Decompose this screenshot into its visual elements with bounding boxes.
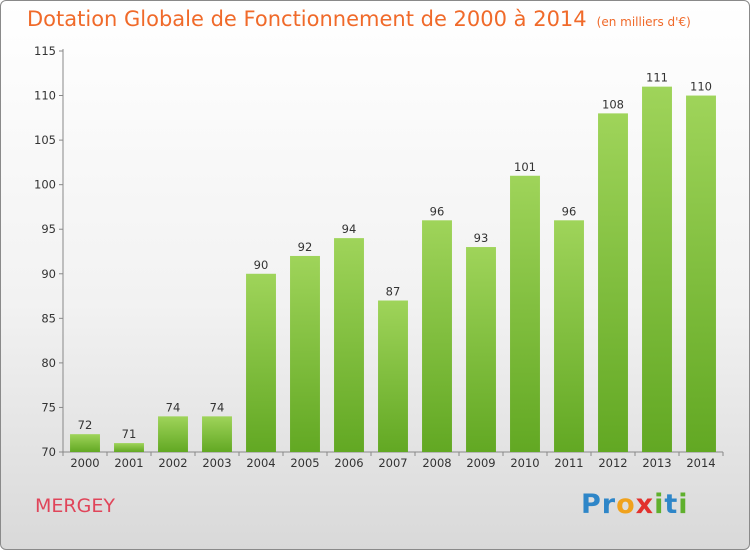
chart-labels: 2000 72 2001 71 2002 74 2003 74 2004 90 2005 92 2006… bbox=[70, 71, 715, 470]
bar bbox=[114, 443, 144, 452]
chart-title-text: Dotation Globale de Fonctionnement de 20… bbox=[27, 7, 587, 31]
x-tick-label: 2001 bbox=[114, 456, 143, 470]
data-label: 93 bbox=[474, 231, 489, 245]
data-label: 96 bbox=[430, 204, 445, 218]
chart-subtitle: (en milliers d'€) bbox=[596, 15, 691, 29]
y-tick-label: 85 bbox=[41, 311, 56, 325]
data-label: 110 bbox=[690, 80, 712, 94]
x-tick-label: 2002 bbox=[158, 456, 187, 470]
y-tick-label: 110 bbox=[34, 89, 56, 103]
logo-part: i bbox=[678, 489, 689, 520]
bar bbox=[642, 86, 672, 453]
x-tick-label: 2000 bbox=[70, 456, 99, 470]
bar bbox=[70, 434, 100, 452]
proxiti-logo: Proxiti bbox=[581, 489, 689, 520]
x-tick-label: 2006 bbox=[334, 456, 363, 470]
logo-part: x bbox=[635, 489, 655, 520]
logo-part: o bbox=[616, 489, 636, 520]
data-label: 74 bbox=[210, 400, 225, 414]
chart-title: Dotation Globale de Fonctionnement de 20… bbox=[27, 7, 691, 31]
data-label: 72 bbox=[78, 418, 93, 432]
x-tick-label: 2009 bbox=[466, 456, 495, 470]
bar bbox=[378, 300, 408, 452]
y-tick-label: 105 bbox=[34, 133, 56, 147]
bar bbox=[686, 95, 716, 453]
data-label: 96 bbox=[562, 204, 577, 218]
chart-axes: 70 75 80 85 90 95 100 105 110 115 bbox=[34, 44, 724, 459]
bar bbox=[334, 238, 364, 452]
y-tick-label: 100 bbox=[34, 178, 56, 192]
bar bbox=[466, 247, 496, 452]
bar bbox=[510, 175, 540, 452]
y-tick-label: 115 bbox=[34, 44, 56, 58]
logo-part: t bbox=[664, 489, 679, 520]
y-tick-label: 70 bbox=[41, 445, 56, 459]
data-label: 71 bbox=[122, 427, 137, 441]
data-label: 111 bbox=[646, 71, 668, 85]
bar bbox=[422, 220, 452, 452]
logo-part: i bbox=[654, 489, 665, 520]
data-label: 87 bbox=[386, 285, 401, 299]
bar bbox=[246, 273, 276, 452]
data-label: 108 bbox=[602, 97, 624, 111]
data-label: 94 bbox=[342, 222, 357, 236]
x-tick-label: 2012 bbox=[598, 456, 627, 470]
y-tick-label: 75 bbox=[41, 400, 56, 414]
bar bbox=[158, 416, 188, 452]
x-tick-label: 2014 bbox=[686, 456, 715, 470]
y-tick-label: 90 bbox=[41, 267, 56, 281]
bar bbox=[202, 416, 232, 452]
data-label: 74 bbox=[166, 400, 181, 414]
x-tick-label: 2005 bbox=[290, 456, 319, 470]
data-label: 101 bbox=[514, 160, 536, 174]
logo-part: Pr bbox=[581, 489, 617, 520]
x-tick-label: 2010 bbox=[510, 456, 539, 470]
x-tick-label: 2003 bbox=[202, 456, 231, 470]
data-label: 92 bbox=[298, 240, 313, 254]
x-tick-label: 2004 bbox=[246, 456, 275, 470]
bar bbox=[290, 255, 320, 452]
data-label: 90 bbox=[254, 258, 269, 272]
bar bbox=[598, 113, 628, 452]
x-tick-label: 2007 bbox=[378, 456, 407, 470]
y-tick-label: 95 bbox=[41, 222, 56, 236]
entity-name: MERGEY bbox=[35, 495, 115, 517]
x-tick-label: 2013 bbox=[642, 456, 671, 470]
x-tick-label: 2008 bbox=[422, 456, 451, 470]
bar bbox=[554, 220, 584, 452]
x-tick-label: 2011 bbox=[554, 456, 583, 470]
chart-bars bbox=[70, 86, 716, 453]
y-tick-label: 80 bbox=[41, 356, 56, 370]
